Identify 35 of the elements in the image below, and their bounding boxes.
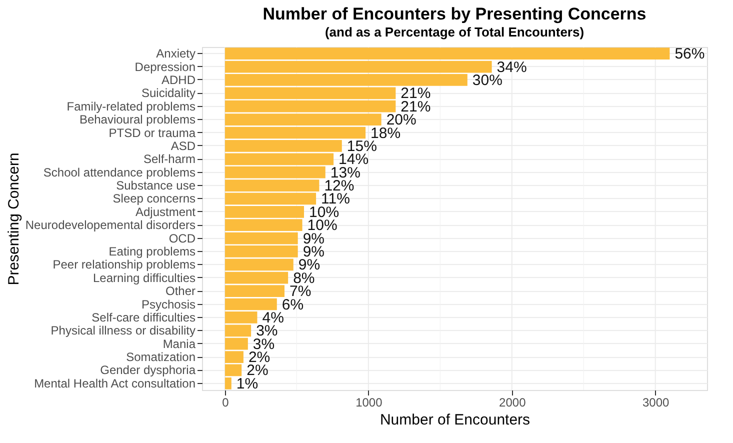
y-tick-label: Physical illness or disability <box>50 324 196 338</box>
annotation: 56% <box>674 46 705 63</box>
y-tick-label: Somatization <box>126 350 196 364</box>
y-tick-label: Self-care difficulties <box>92 310 196 324</box>
y-tick-label: Gender dysphoria <box>100 363 196 378</box>
y-tick-label: Depression <box>134 60 196 74</box>
y-tick-label: Mental Health Act consultation <box>34 376 196 390</box>
y-tick-label: School attendance problems <box>43 165 196 180</box>
y-tick-label: PTSD or trauma <box>108 126 196 140</box>
chart-title: Number of Encounters by Presenting Concerns <box>262 4 646 24</box>
y-tick-label: Neurodevelopemental disorders <box>25 218 196 232</box>
y-tick-label: Learning difficulties <box>92 270 196 285</box>
y-tick-label: Behavioural problems <box>79 112 196 127</box>
y-tick-label: Suicidality <box>141 86 196 100</box>
x-axis-title: Number of Encounters <box>380 412 530 428</box>
chart-subtitle: (and as a Percentage of Total Encounters) <box>324 24 584 40</box>
y-tick-label: Eating problems <box>108 244 196 258</box>
y-tick-label: Anxiety <box>156 46 196 61</box>
y-tick-label: Sleep concerns <box>112 192 196 206</box>
y-tick-label: Adjustment <box>135 204 196 219</box>
y-tick-label: Other <box>165 284 196 298</box>
y-tick-label: Substance use <box>116 178 196 193</box>
x-tick-label: 0 <box>222 396 230 410</box>
y-tick-label: OCD <box>168 231 196 246</box>
y-tick-label: Family-related problems <box>66 99 196 114</box>
y-tick-label: Self-harm <box>143 152 196 166</box>
y-tick-label: ASD <box>170 138 196 153</box>
x-tick-label: 2000 <box>499 396 526 410</box>
y-tick-label: ADHD <box>161 72 196 87</box>
y-axis-title: Presenting Concern <box>5 152 22 286</box>
x-tick-label: 1000 <box>356 396 383 410</box>
x-tick-label: 3000 <box>642 396 670 410</box>
y-tick-label: Psychosis <box>141 297 196 312</box>
y-tick-label: Mania <box>162 336 196 351</box>
y-tick-label: Peer relationship problems <box>52 258 196 272</box>
